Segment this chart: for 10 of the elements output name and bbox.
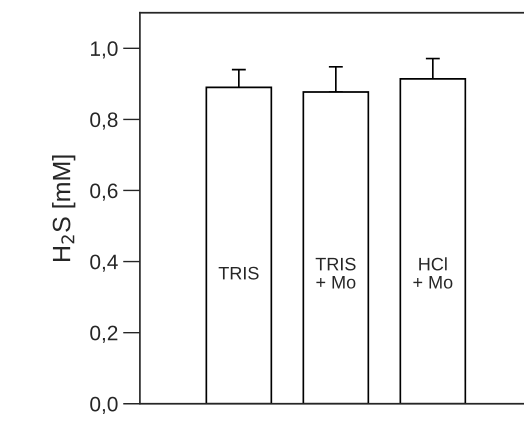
y-tick-label: 0,2 — [90, 326, 118, 343]
y-axis-title: H$_{2}$S [mM] — [52, 156, 76, 261]
y-tick-label: 0,0 — [90, 396, 118, 414]
x-tick-label: TRIS + Mo — [316, 258, 356, 289]
x-tick-label: HCl + Mo — [413, 257, 452, 289]
y-tick-label: 0,8 — [90, 112, 118, 130]
y-tick-label: 0,6 — [90, 183, 118, 201]
y-tick-label: 1,0 — [91, 41, 118, 59]
y-tick-label: 0,4 — [90, 254, 118, 272]
x-tick-label: TRIS — [218, 266, 259, 280]
